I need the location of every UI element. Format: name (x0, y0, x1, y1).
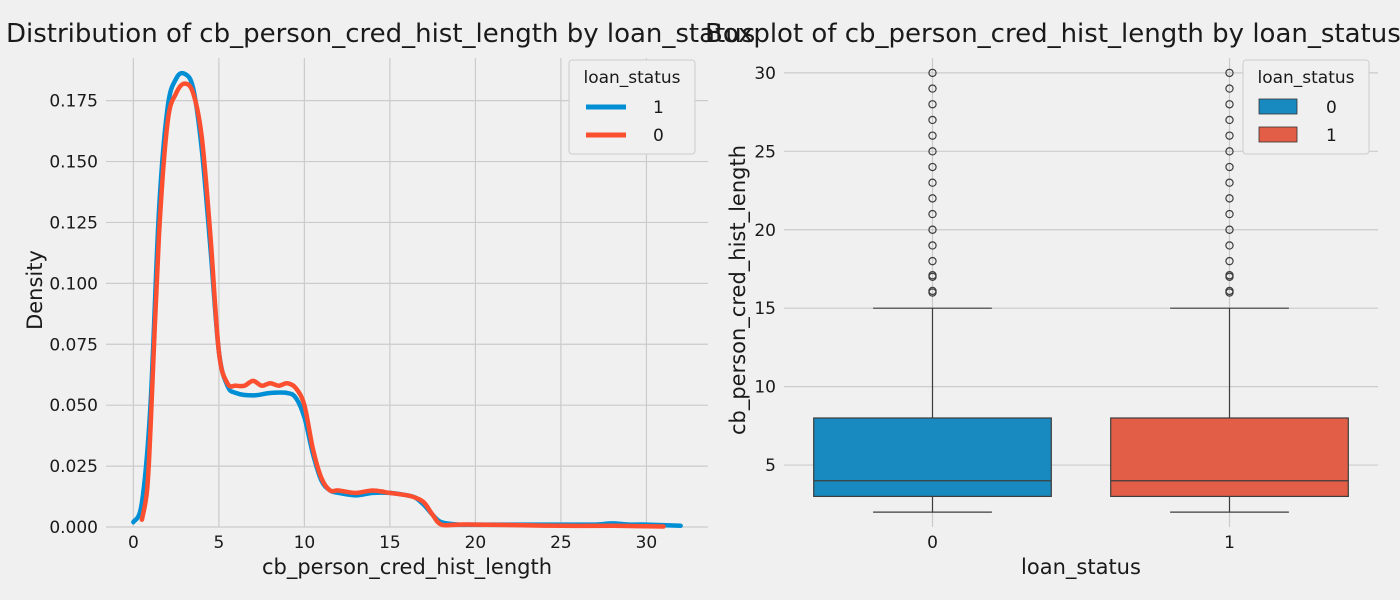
kde-x-tick-label: 30 (636, 533, 658, 553)
box-x-axis-label: loan_status (1021, 555, 1141, 580)
kde-lines (131, 70, 683, 529)
box-legend-label-0: 0 (1326, 98, 1337, 118)
box-outlier (928, 68, 937, 78)
box-outlier (928, 241, 937, 250)
kde-legend: loan_status 1 0 (568, 59, 696, 155)
kde-x-tick-label: 0 (128, 533, 139, 553)
kde-legend-label-0: 0 (653, 126, 664, 146)
box-marks (813, 68, 1349, 513)
box-outlier (928, 162, 937, 172)
box-legend-title: loan_status (1257, 68, 1354, 88)
box-y-tick-label: 25 (754, 142, 776, 162)
box-iqr-0 (813, 417, 1052, 498)
box-outlier (928, 256, 937, 266)
box-iqr-1 (1110, 417, 1349, 498)
kde-y-tick-label: 0.075 (49, 335, 98, 355)
kde-y-tick-label: 0.050 (49, 396, 98, 416)
box-y-axis-label: cb_person_cred_hist_length (726, 145, 751, 435)
box-outlier (928, 194, 937, 203)
kde-legend-title: loan_status (583, 68, 680, 88)
box-legend-swatch-1 (1258, 126, 1298, 143)
kde-y-axis-label: Density (23, 250, 47, 330)
box-outlier (1225, 162, 1234, 172)
box-outlier (928, 178, 937, 187)
kde-y-tick-label: 0.025 (49, 457, 98, 477)
box-outlier (1225, 256, 1234, 266)
kde-x-tick-label: 15 (379, 533, 401, 553)
box-y-tick-label: 15 (754, 299, 776, 319)
kde-y-tick-label: 0.100 (49, 274, 98, 294)
box-outlier (1225, 131, 1234, 140)
box-y-tick-label: 5 (765, 456, 776, 476)
box-outlier (1225, 147, 1234, 156)
kde-x-tick-label: 20 (465, 533, 487, 553)
kde-x-tick-label: 5 (213, 533, 224, 553)
box-legend: loan_status 0 1 (1242, 59, 1370, 155)
box-outlier (1225, 286, 1234, 296)
box-outlier (1225, 225, 1234, 234)
box-legend-label-1: 1 (1326, 126, 1337, 146)
box-outlier (1225, 241, 1234, 250)
kde-x-ticks: 0 5 10 15 20 25 30 (128, 533, 657, 553)
box-outlier (928, 286, 937, 296)
kde-legend-frame (568, 59, 696, 155)
kde-chart: Distribution of cb_person_cred_hist_leng… (6, 19, 755, 580)
box-outlier (1225, 100, 1234, 109)
kde-y-tick-label: 0.150 (49, 153, 98, 173)
kde-y-tick-label: 0.000 (49, 518, 98, 538)
box-outlier (1225, 178, 1234, 187)
box-legend-swatch-0 (1258, 98, 1298, 115)
box-x-tick-label: 0 (927, 533, 938, 553)
box-outlier (1225, 271, 1234, 280)
box-outlier (928, 147, 937, 156)
box-outlier (1225, 68, 1234, 78)
box-outlier (928, 225, 937, 234)
box-outlier (928, 209, 937, 219)
kde-y-tick-label: 0.175 (49, 92, 98, 112)
box-title: Boxplot of cb_person_cred_hist_length by… (705, 19, 1400, 49)
kde-y-ticks: 0.000 0.025 0.050 0.075 0.100 0.125 0.150 0.175 (49, 92, 98, 538)
box-y-ticks: 5 10 15 20 25 30 (754, 64, 776, 476)
box-outlier (928, 271, 937, 280)
kde-y-tick-label: 0.125 (49, 213, 98, 233)
box-outlier (1225, 194, 1234, 203)
kde-x-tick-label: 25 (550, 533, 572, 553)
box-outlier (1225, 209, 1234, 219)
box-outlier (1225, 84, 1234, 93)
box-outlier (928, 84, 937, 93)
kde-title: Distribution of cb_person_cred_hist_leng… (6, 19, 755, 49)
kde-x-tick-label: 10 (294, 533, 316, 553)
kde-legend-label-1: 1 (653, 98, 664, 118)
box-outlier (928, 100, 937, 109)
box-y-tick-label: 10 (754, 378, 776, 398)
box-outlier (928, 131, 937, 140)
box-x-tick-label: 1 (1224, 533, 1235, 553)
box-group-0 (813, 68, 1052, 513)
box-group-1 (1110, 68, 1349, 513)
box-y-tick-label: 20 (754, 221, 776, 241)
box-y-tick-label: 30 (754, 64, 776, 84)
kde-series-line-0 (139, 81, 666, 529)
kde-x-axis-label: cb_person_cred_hist_length (262, 555, 552, 580)
box-outlier (928, 115, 937, 125)
box-outlier (1225, 115, 1234, 125)
